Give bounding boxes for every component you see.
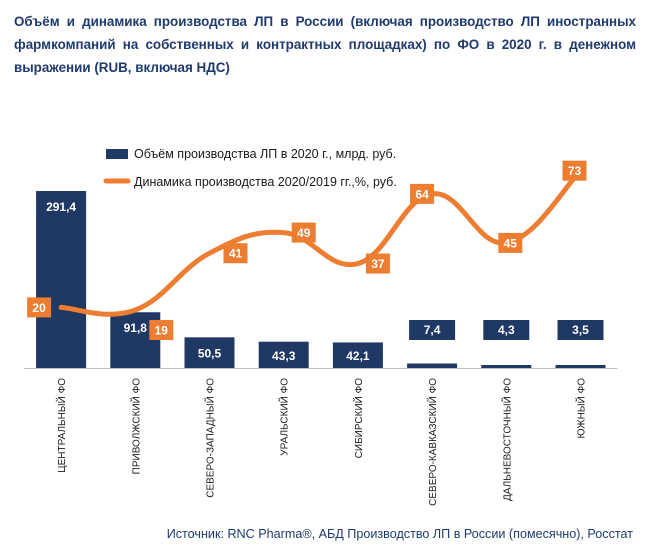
bar-label-box-3 [186,343,233,364]
x-tick-label: СЕВЕРО-ЗАПАДНЫЙ ФО [204,378,217,498]
bar-value-label: 91,8 [124,321,148,335]
legend-label-growth: Динамика производства 2020/2019 гг.,%, р… [134,175,397,189]
chart-title: Объём и динамика производства ЛП в Росси… [14,14,636,75]
line-label-box-7 [498,232,523,253]
bar-label-box-7 [483,320,530,340]
line-label-box-3 [223,243,248,264]
x-tick-label: ДАЛЬНЕВОСТОЧНЫЙ ФО [500,378,513,501]
line-value-label: 20 [32,301,46,315]
bar-value-label: 42,1 [346,349,370,363]
bar-value-label: 43,3 [272,349,296,363]
x-tick-label: ЮЖНЫЙ ФО [575,378,588,439]
legend-swatch-volume [106,149,128,159]
bar-value-label: 291,4 [46,200,76,214]
bar-label-box-8 [557,320,604,340]
line-value-label: 64 [415,187,429,201]
legend: Объём производства ЛП в 2020 г., млрд. р… [103,147,397,189]
bar-7 [481,365,532,368]
x-tick-label: ЦЕНТРАЛЬНЫЙ ФО [55,378,68,473]
line-label-box-5 [365,253,390,274]
bar-value-label: 7,4 [424,323,441,337]
line-value-label: 37 [371,257,385,271]
line-label-box-1 [27,297,52,318]
bar-6 [407,363,458,368]
bar-label-box-4 [260,346,307,366]
bar-label-box-6 [409,320,456,340]
line-label-box-8 [562,160,587,181]
legend-label-volume: Объём производства ЛП в 2020 г., млрд. р… [134,147,396,161]
bar-label-box-2 [112,318,159,339]
x-tick-label: УРАЛЬСКИЙ ФО [278,378,291,456]
line-value-label: 41 [229,247,243,261]
source-note: Источник: RNC Pharma®, АБД Производство … [166,527,633,541]
x-tick-label: СЕВЕРО-КАВКАЗСКИЙ ФО [426,378,439,506]
line-label-box-2 [149,319,174,340]
bar-label-box-5 [334,346,381,366]
x-tick-label: ПРИВОЛЖСКИЙ ФО [129,378,142,475]
bar-label-box-1 [38,197,85,217]
line-value-label: 49 [297,226,311,240]
line-label-box-6 [410,183,435,204]
line-label-box-4 [291,222,316,243]
bar-8 [555,365,606,368]
bar-1 [36,191,87,368]
line-value-label: 45 [504,236,518,250]
bar-value-label: 50,5 [198,346,222,360]
line-value-label: 19 [155,323,169,337]
line-value-label: 73 [568,164,582,178]
bar-value-label: 4,3 [498,323,515,337]
x-tick-label: СИБИРСКИЙ ФО [352,378,365,459]
bar-value-label: 3,5 [572,323,589,337]
